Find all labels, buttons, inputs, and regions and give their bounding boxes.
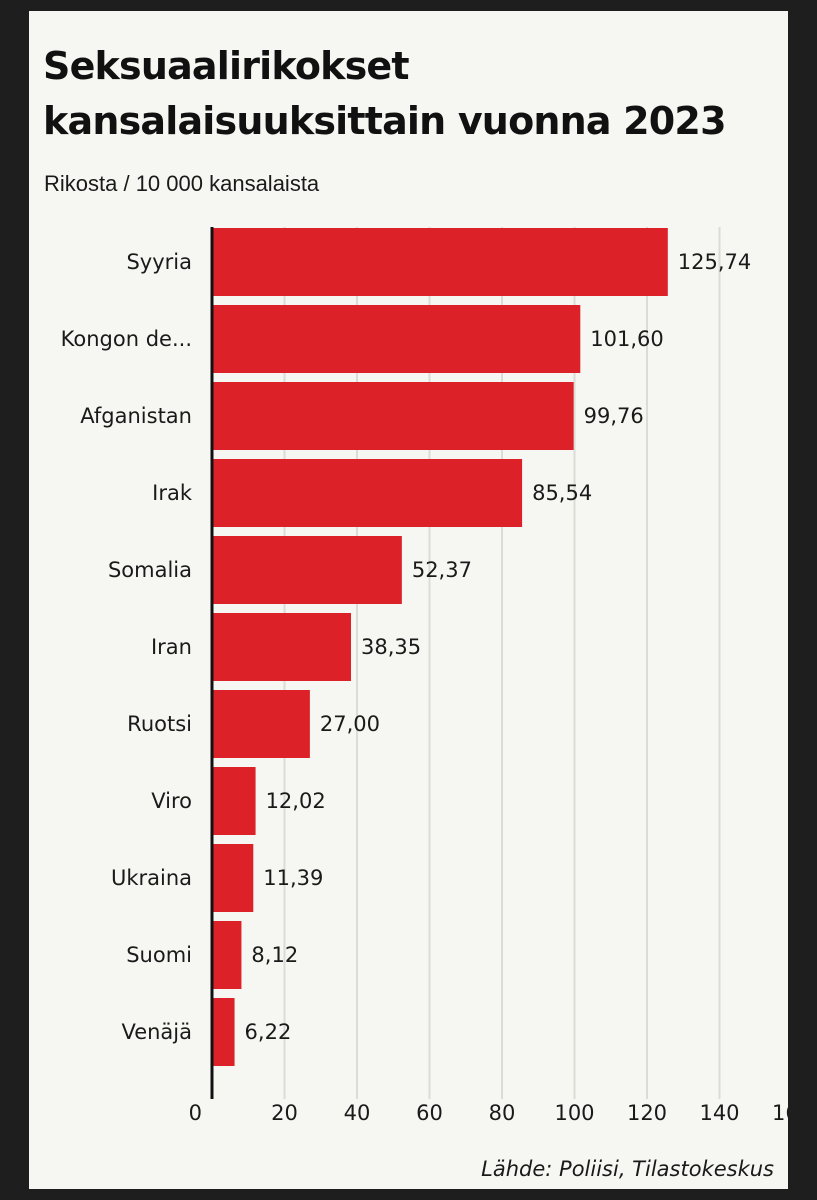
labels: 0 20 40 60 80 100 120 140 160 Syyria 125,74 Kongon …: [61, 250, 788, 1125]
category-label: Irak: [152, 481, 193, 505]
category-label: Somalia: [108, 558, 192, 582]
category-label: Syyria: [126, 250, 192, 274]
category-label: Iran: [151, 635, 192, 659]
bar: [212, 613, 352, 681]
value-label: 101,60: [590, 327, 663, 351]
x-tick-label: 0: [189, 1101, 202, 1125]
source-note: Lähde: Poliisi, Tilastokeskus: [481, 1157, 774, 1181]
x-tick-label: 140: [699, 1101, 739, 1125]
x-tick-label: 20: [271, 1101, 298, 1125]
x-tick-label: 40: [344, 1101, 371, 1125]
chart-subtitle: Rikosta / 10 000 kansalaista: [44, 171, 320, 196]
category-label: Viro: [151, 789, 192, 813]
x-tick-label: 100: [554, 1101, 594, 1125]
bar: [212, 998, 235, 1066]
bar: [212, 305, 581, 373]
category-label: Afganistan: [80, 404, 192, 428]
value-label: 27,00: [320, 712, 380, 736]
value-label: 38,35: [361, 635, 421, 659]
bar: [212, 767, 256, 835]
value-label: 85,54: [532, 481, 592, 505]
bar: [212, 382, 574, 450]
bar: [212, 459, 523, 527]
bar: [212, 921, 242, 989]
category-label: Ruotsi: [127, 712, 192, 736]
category-label: Suomi: [126, 943, 192, 967]
x-tick-label: 160: [772, 1101, 788, 1125]
bar: [212, 844, 254, 912]
category-label: Kongon de...: [61, 327, 192, 351]
value-label: 8,12: [251, 943, 298, 967]
chart-title-line-2: kansalaisuuksittain vuonna 2023: [43, 99, 727, 143]
category-label: Venäjä: [121, 1020, 192, 1044]
value-label: 125,74: [678, 250, 751, 274]
value-label: 6,22: [245, 1020, 292, 1044]
chart-title-line-1: Seksuaalirikokset: [43, 44, 410, 88]
value-label: 12,02: [266, 789, 326, 813]
value-label: 11,39: [263, 866, 323, 890]
bar: [212, 690, 310, 758]
bars: [212, 228, 668, 1066]
chart-card: Seksuaalirikokset kansalaisuuksittain vu…: [29, 11, 788, 1189]
x-tick-label: 120: [627, 1101, 667, 1125]
x-tick-label: 60: [416, 1101, 443, 1125]
bar-chart: 0 20 40 60 80 100 120 140 160 Syyria 125,74 Kongon …: [61, 227, 788, 1125]
category-label: Ukraina: [111, 866, 192, 890]
bar: [212, 536, 402, 604]
chart-title: Seksuaalirikokset kansalaisuuksittain vu…: [43, 39, 763, 149]
value-label: 52,37: [412, 558, 472, 582]
bar: [212, 228, 668, 296]
value-label: 99,76: [584, 404, 644, 428]
x-tick-label: 80: [489, 1101, 516, 1125]
